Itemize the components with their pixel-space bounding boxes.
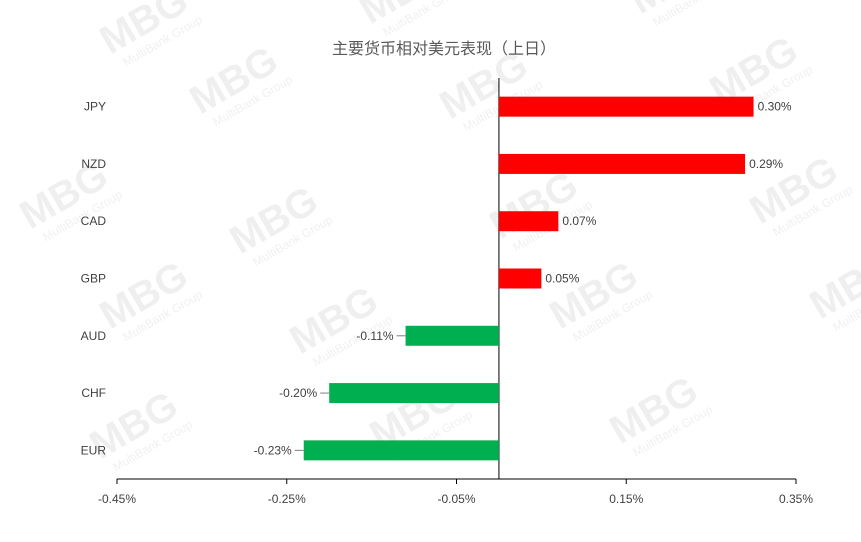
category-label: CHF [81,386,106,400]
x-tick-label: -0.25% [268,492,306,506]
category-label: AUD [81,329,107,343]
labels: JPY 0.30% NZD 0.29% CAD 0.07% GBP 0.05% AUD -0.11… [81,100,792,458]
data-label: 0.05% [545,272,579,286]
data-label: -0.23% [254,443,292,457]
category-label: EUR [81,443,107,457]
bar-chf [329,383,499,404]
data-label: 0.07% [562,214,596,228]
data-label: -0.20% [279,386,317,400]
bar-aud [405,325,499,346]
axes: -0.45% -0.25% -0.05% 0.15% 0.35% [98,78,813,506]
category-label: NZD [81,157,106,171]
x-tick-label: 0.15% [609,492,643,506]
bar-gbp [498,268,542,289]
category-label: GBP [81,272,106,286]
bars [303,96,754,461]
bar-cad [498,211,559,232]
x-tick-label: -0.05% [437,492,475,506]
bar-jpy [498,96,754,117]
x-tick-label: -0.45% [98,492,136,506]
data-label: 0.30% [758,100,792,114]
chart-title: 主要货币相对美元表现（上日） [332,40,556,58]
data-label: 0.29% [749,157,783,171]
bar-eur [303,440,499,461]
bar-nzd [498,153,746,174]
category-label: CAD [81,214,107,228]
data-label: -0.11% [356,329,393,343]
category-label: JPY [84,100,106,114]
x-tick-label: 0.35% [779,492,813,506]
